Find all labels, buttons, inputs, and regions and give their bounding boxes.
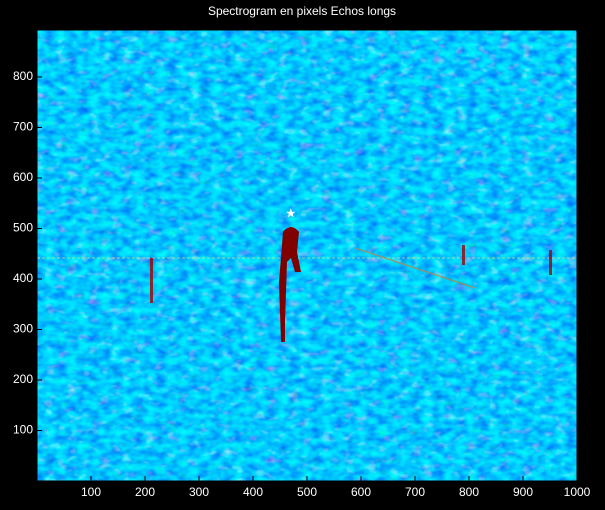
x-tick-label: 400 [243,485,263,499]
y-tick-label: 500 [13,221,33,235]
echo-mark [549,250,552,275]
x-tick-label: 500 [297,485,317,499]
chart: Spectrogram en pixels Echos longs 100 200… [0,0,605,510]
x-tick-label: 600 [351,485,371,499]
x-tick-label: 900 [513,485,533,499]
x-tick-label: 300 [189,485,209,499]
x-tick-label: 700 [405,485,425,499]
y-tick-label: 100 [13,423,33,437]
y-tick-label: 700 [13,120,33,134]
echo-mark [150,258,153,303]
x-tick-label: 800 [459,485,479,499]
x-tick-label: 1000 [564,485,591,499]
y-tick-label: 800 [13,69,33,83]
y-tick-label: 300 [13,322,33,336]
page: Spectrogram en pixels Echos longs 100 200… [0,0,605,510]
chart-title: Spectrogram en pixels Echos longs [208,4,396,18]
y-tick-label: 200 [13,372,33,386]
x-tick-label: 200 [135,485,155,499]
y-tick-label: 400 [13,271,33,285]
y-tick-label: 600 [13,170,33,184]
x-tick-label: 100 [81,485,101,499]
spectrogram [37,30,577,481]
plot-area [37,30,577,481]
echo-mark [462,245,465,265]
